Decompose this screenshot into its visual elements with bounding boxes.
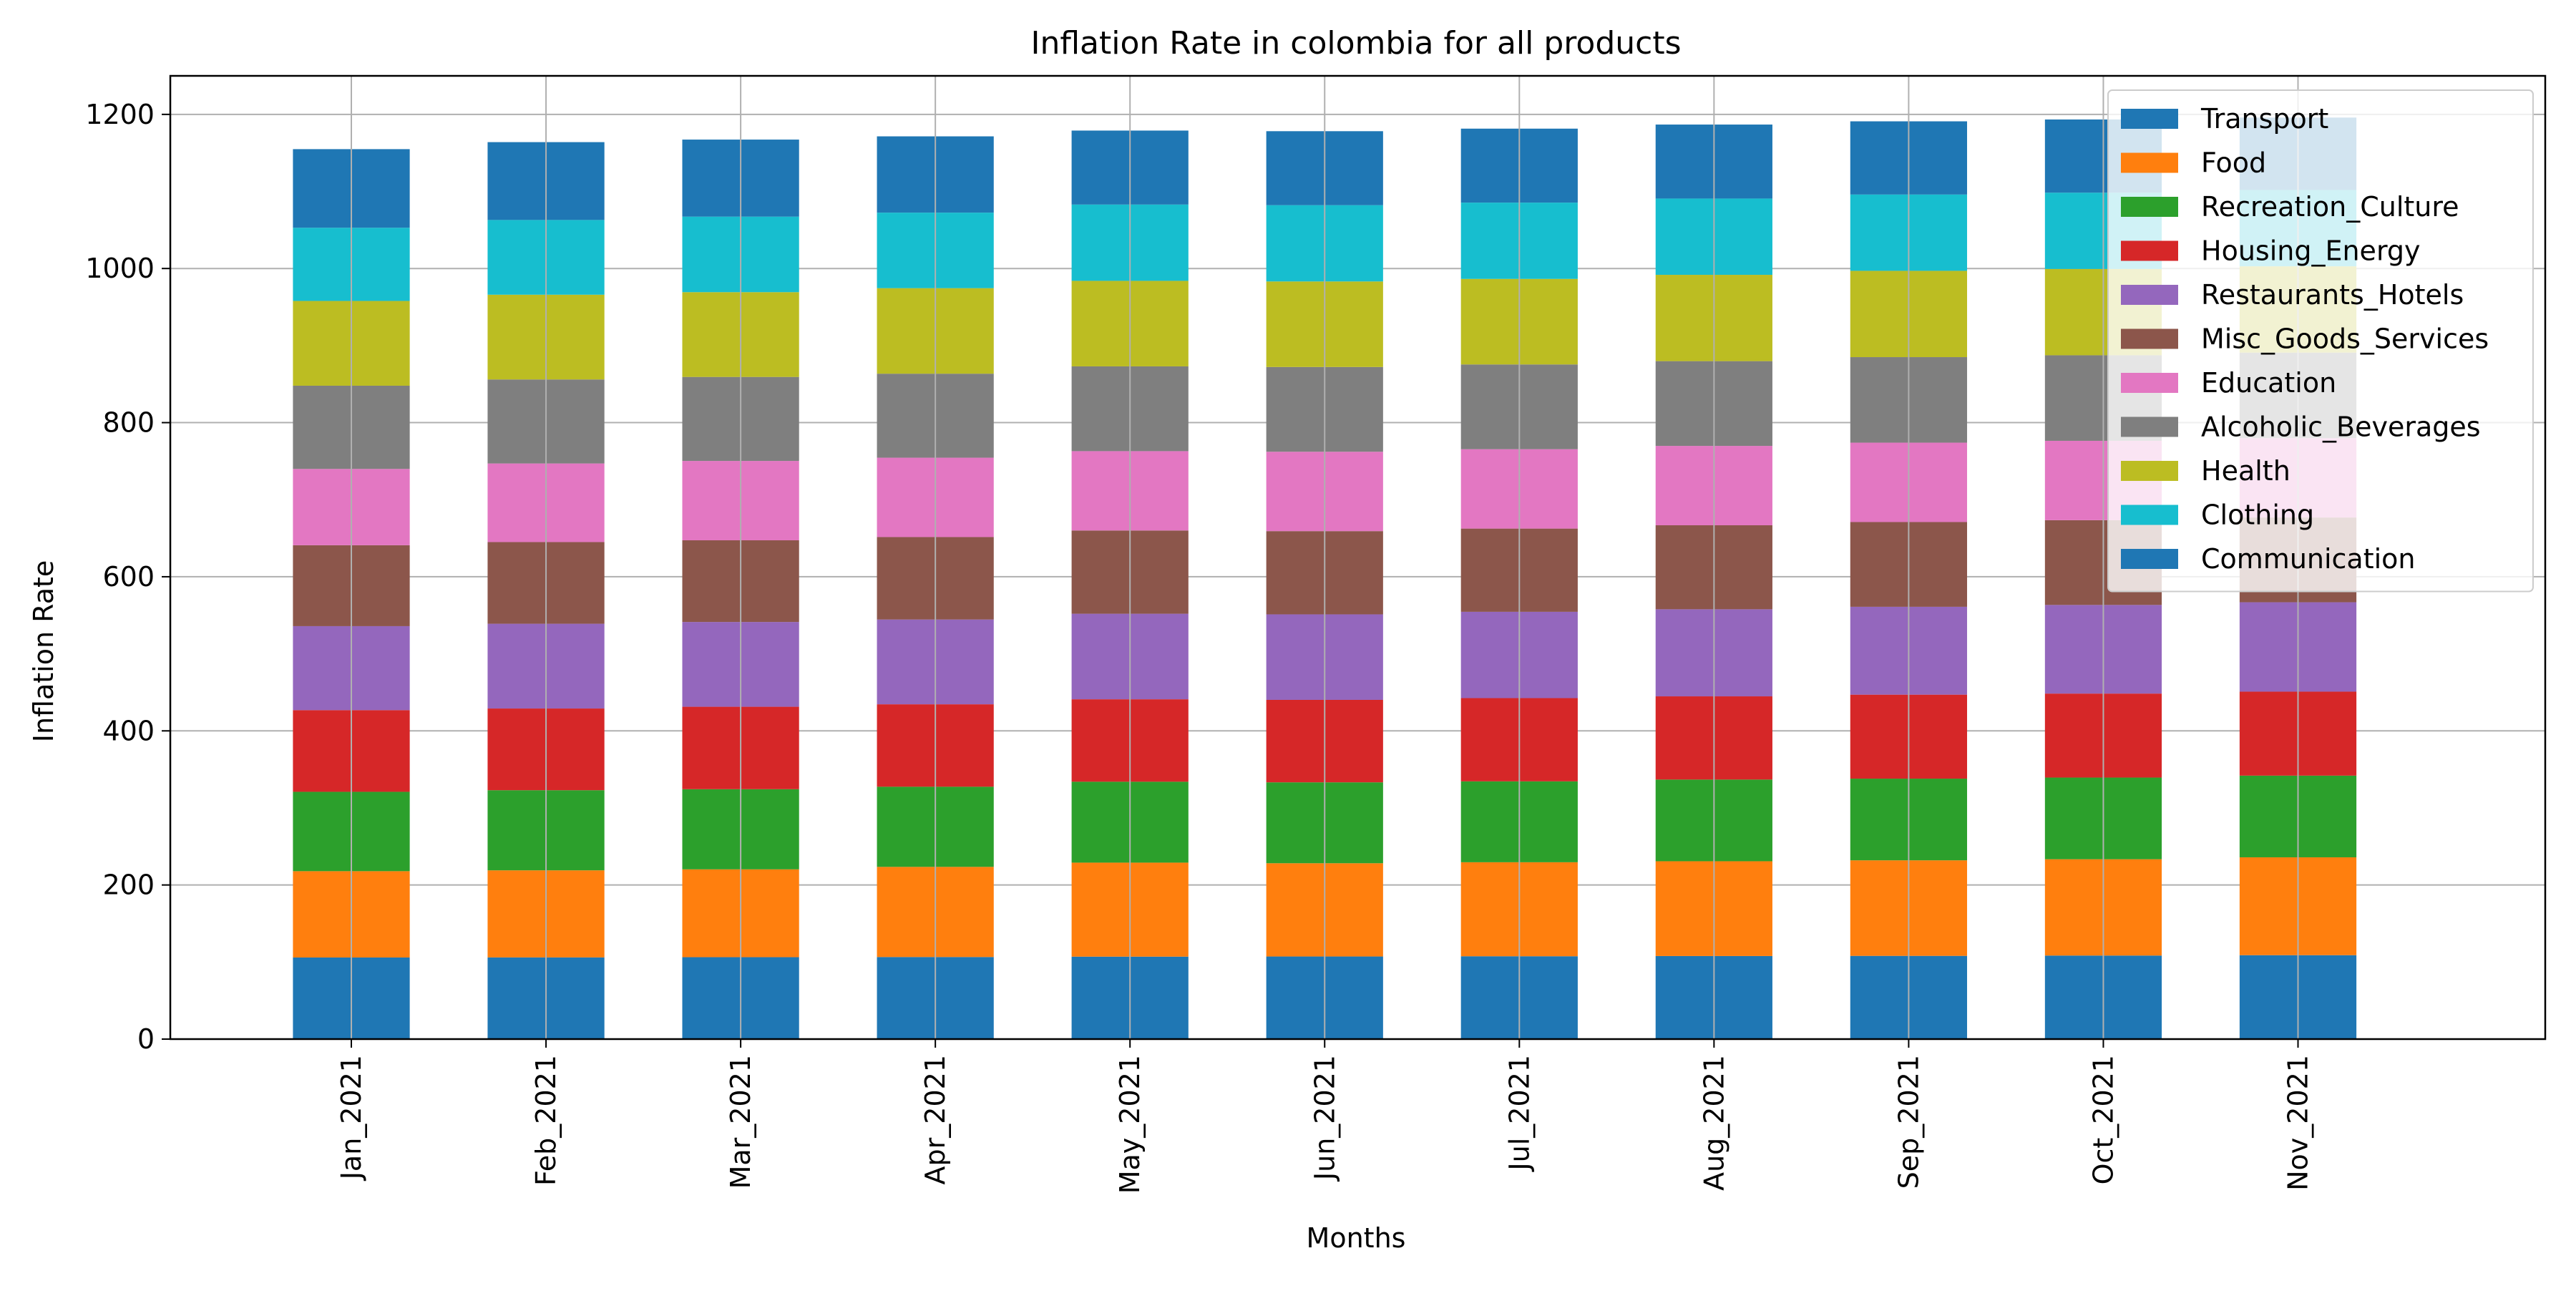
plot-area-frame xyxy=(169,74,2547,1041)
y-tick-label: 600 xyxy=(102,561,155,593)
x-tick-label: May_2021 xyxy=(1114,1055,1146,1194)
x-tick-label: Jul_2021 xyxy=(1503,1055,1535,1172)
legend-swatch-transport xyxy=(2121,109,2178,129)
legend-label-recreation-culture: Recreation_Culture xyxy=(2201,191,2459,223)
x-tick-label: Jan_2021 xyxy=(336,1055,367,1181)
legend-label-clothing: Clothing xyxy=(2201,500,2314,531)
y-tick-label: 0 xyxy=(137,1023,155,1055)
legend-swatch-restaurants-hotels xyxy=(2121,285,2178,305)
legend-swatch-communication xyxy=(2121,549,2178,569)
legend: Transport Food Recreation_Culture Housing_E… xyxy=(2107,89,2534,593)
x-tick-label: Oct_2021 xyxy=(2087,1055,2119,1184)
x-tick-label: Aug_2021 xyxy=(1698,1055,1729,1191)
x-axis-label: Months xyxy=(1307,1222,1406,1254)
legend-label-housing-energy: Housing_Energy xyxy=(2201,235,2421,267)
x-tick-label: Mar_2021 xyxy=(725,1055,756,1189)
legend-swatch-housing-energy xyxy=(2121,240,2178,261)
x-tick-label: Sep_2021 xyxy=(1893,1055,1924,1189)
x-tick-label: Jun_2021 xyxy=(1309,1055,1340,1182)
x-tick-label: Nov_2021 xyxy=(2282,1055,2313,1191)
y-axis-label: Inflation Rate xyxy=(28,560,59,743)
x-tick-label: Feb_2021 xyxy=(530,1055,562,1186)
legend-swatch-clothing xyxy=(2121,505,2178,525)
legend-label-food: Food xyxy=(2201,147,2266,179)
legend-swatch-alcoholic-beverages xyxy=(2121,416,2178,437)
legend-label-misc-goods-services: Misc_Goods_Services xyxy=(2201,323,2489,355)
legend-label-transport: Transport xyxy=(2200,103,2328,135)
chart-title: Inflation Rate in colombia for all produ… xyxy=(1030,25,1681,62)
legend-label-communication: Communication xyxy=(2201,543,2416,575)
legend-swatch-education xyxy=(2121,373,2178,393)
legend-label-restaurants-hotels: Restaurants_Hotels xyxy=(2201,279,2464,311)
legend-box xyxy=(2107,89,2534,593)
legend-swatch-recreation-culture xyxy=(2121,197,2178,217)
y-tick-label: 200 xyxy=(102,869,155,901)
y-axis-ticks: 0 200 400 600 800 1000 1200 xyxy=(85,99,170,1055)
y-tick-label: 800 xyxy=(102,407,155,439)
y-tick-label: 400 xyxy=(102,715,155,746)
x-tick-label: Apr_2021 xyxy=(919,1055,951,1184)
x-axis-ticks: Jan_2021 Feb_2021 Mar_2021 Apr_2021 May_2021… xyxy=(336,1039,2313,1194)
legend-label-health: Health xyxy=(2201,455,2290,487)
legend-swatch-food xyxy=(2121,152,2178,173)
legend-swatch-health xyxy=(2121,461,2178,481)
y-tick-label: 1000 xyxy=(85,253,155,284)
legend-swatch-misc-goods-services xyxy=(2121,328,2178,349)
legend-label-education: Education xyxy=(2201,367,2336,399)
legend-label-alcoholic-beverages: Alcoholic_Beverages xyxy=(2201,411,2481,443)
y-tick-label: 1200 xyxy=(85,99,155,130)
